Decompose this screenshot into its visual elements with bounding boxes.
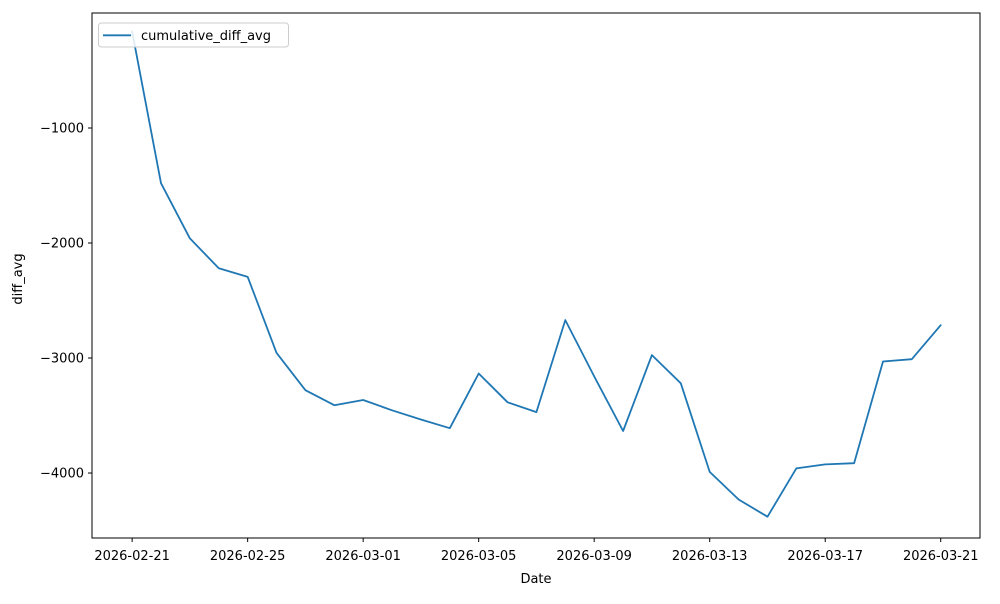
x-axis-label: Date bbox=[520, 572, 551, 587]
legend-frame bbox=[98, 22, 289, 48]
y-axis-ticks: −1000 −2000 −3000 −4000 bbox=[40, 122, 92, 482]
y-tick-label: −2000 bbox=[40, 237, 84, 252]
x-tick-label: 2026-03-01 bbox=[325, 549, 401, 564]
axes-spines bbox=[91, 12, 981, 539]
x-tick-label: 2026-02-21 bbox=[94, 549, 170, 564]
x-tick-label: 2026-03-09 bbox=[556, 549, 632, 564]
y-tick-label: −4000 bbox=[40, 467, 84, 482]
x-tick-label: 2026-03-21 bbox=[903, 549, 979, 564]
x-tick-label: 2026-03-17 bbox=[787, 549, 863, 564]
y-tick-label: −1000 bbox=[40, 122, 84, 137]
x-tick-label: 2026-03-13 bbox=[672, 549, 748, 564]
series-line-cumulative-diff-avg bbox=[131, 30, 942, 518]
x-tick-label: 2026-02-25 bbox=[210, 549, 286, 564]
y-axis-label: diff_avg bbox=[11, 253, 26, 304]
legend-label: cumulative_diff_avg bbox=[141, 29, 271, 44]
x-tick-label: 2026-03-05 bbox=[441, 549, 517, 564]
y-tick-label: −3000 bbox=[40, 352, 84, 367]
x-axis-ticks: 2026-02-21 2026-02-25 2026-03-01 2026-03-05… bbox=[94, 538, 979, 564]
legend: cumulative_diff_avg bbox=[98, 22, 289, 48]
